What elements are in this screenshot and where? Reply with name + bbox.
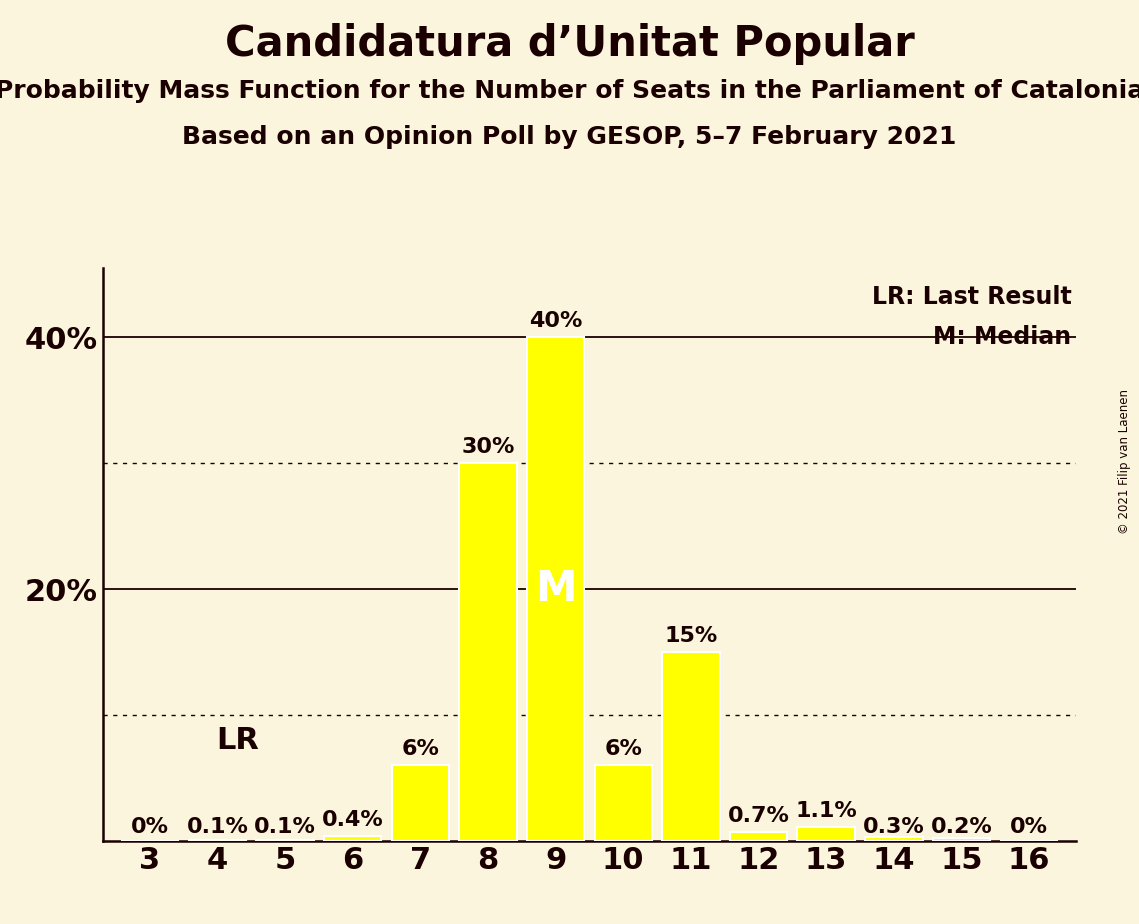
Text: 0.3%: 0.3% <box>863 817 925 837</box>
Bar <box>459 463 517 841</box>
Text: 0%: 0% <box>1010 817 1048 837</box>
Bar <box>323 836 382 841</box>
Text: 6%: 6% <box>605 739 642 759</box>
Text: 1.1%: 1.1% <box>795 801 857 821</box>
Bar <box>189 840 246 841</box>
Bar <box>933 838 990 841</box>
Text: 30%: 30% <box>461 437 515 456</box>
Text: M: Median: M: Median <box>933 325 1072 349</box>
Text: 15%: 15% <box>664 626 718 646</box>
Text: 0.7%: 0.7% <box>728 806 789 826</box>
Text: Candidatura d’Unitat Popular: Candidatura d’Unitat Popular <box>224 23 915 65</box>
Bar <box>797 827 855 841</box>
Text: 0.4%: 0.4% <box>322 809 384 830</box>
Text: 0%: 0% <box>131 817 169 837</box>
Bar <box>256 840 314 841</box>
Text: Probability Mass Function for the Number of Seats in the Parliament of Catalonia: Probability Mass Function for the Number… <box>0 79 1139 103</box>
Bar <box>527 337 584 841</box>
Text: 40%: 40% <box>528 310 582 331</box>
Bar <box>865 837 923 841</box>
Bar <box>730 832 787 841</box>
Text: LR: LR <box>216 726 260 755</box>
Text: 0.1%: 0.1% <box>187 817 248 837</box>
Bar <box>392 765 449 841</box>
Bar <box>595 765 652 841</box>
Bar <box>662 652 720 841</box>
Text: M: M <box>535 568 576 610</box>
Text: LR: Last Result: LR: Last Result <box>871 286 1072 310</box>
Text: 6%: 6% <box>401 739 440 759</box>
Text: Based on an Opinion Poll by GESOP, 5–7 February 2021: Based on an Opinion Poll by GESOP, 5–7 F… <box>182 125 957 149</box>
Text: 0.1%: 0.1% <box>254 817 316 837</box>
Text: © 2021 Filip van Laenen: © 2021 Filip van Laenen <box>1118 390 1131 534</box>
Text: 0.2%: 0.2% <box>931 817 992 837</box>
